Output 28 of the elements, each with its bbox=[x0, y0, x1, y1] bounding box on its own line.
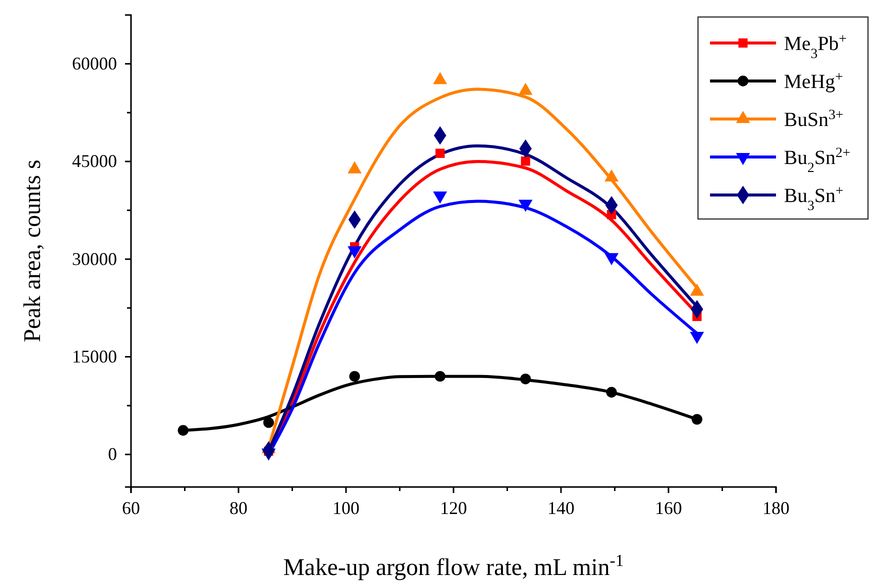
legend-label: BuSn$^{3+}$ bbox=[784, 108, 844, 131]
y-tick-label: 30000 bbox=[72, 248, 117, 269]
legend-label: Me$_{3}$Pb$^{+}$ bbox=[784, 32, 847, 62]
point bbox=[178, 425, 188, 436]
y-tick-label: 60000 bbox=[72, 54, 117, 74]
y-tick-label: 0 bbox=[108, 444, 117, 464]
point bbox=[520, 374, 531, 384]
point bbox=[349, 370, 360, 382]
point bbox=[606, 386, 617, 398]
x-tick-label: 140 bbox=[548, 498, 574, 518]
x-tick-label: 60 bbox=[122, 498, 140, 518]
x-axis-title: Make-up argon flow rate, mL min$^{-1}$ bbox=[283, 550, 624, 581]
y-axis-title: Peak area, counts s bbox=[20, 160, 46, 342]
y-tick-label: 15000 bbox=[72, 346, 117, 367]
x-tick-label: 120 bbox=[440, 498, 467, 518]
y-tick-label: 45000 bbox=[72, 151, 117, 172]
point bbox=[434, 370, 446, 382]
point bbox=[692, 414, 702, 425]
x-tick-label: 100 bbox=[332, 498, 360, 518]
legend-label: Bu$_{3}$Sn$^{+}$ bbox=[784, 184, 844, 214]
x-tick-label: 160 bbox=[655, 498, 682, 518]
x-tick-label: 180 bbox=[762, 498, 790, 518]
legend-label: MeHg$^{+}$ bbox=[784, 70, 844, 93]
point bbox=[435, 148, 445, 158]
point bbox=[263, 417, 274, 428]
legend-label: Bu$_{2}$Sn$^{2+}$ bbox=[784, 146, 850, 176]
x-tick-label: 80 bbox=[230, 498, 248, 518]
point bbox=[520, 156, 530, 166]
